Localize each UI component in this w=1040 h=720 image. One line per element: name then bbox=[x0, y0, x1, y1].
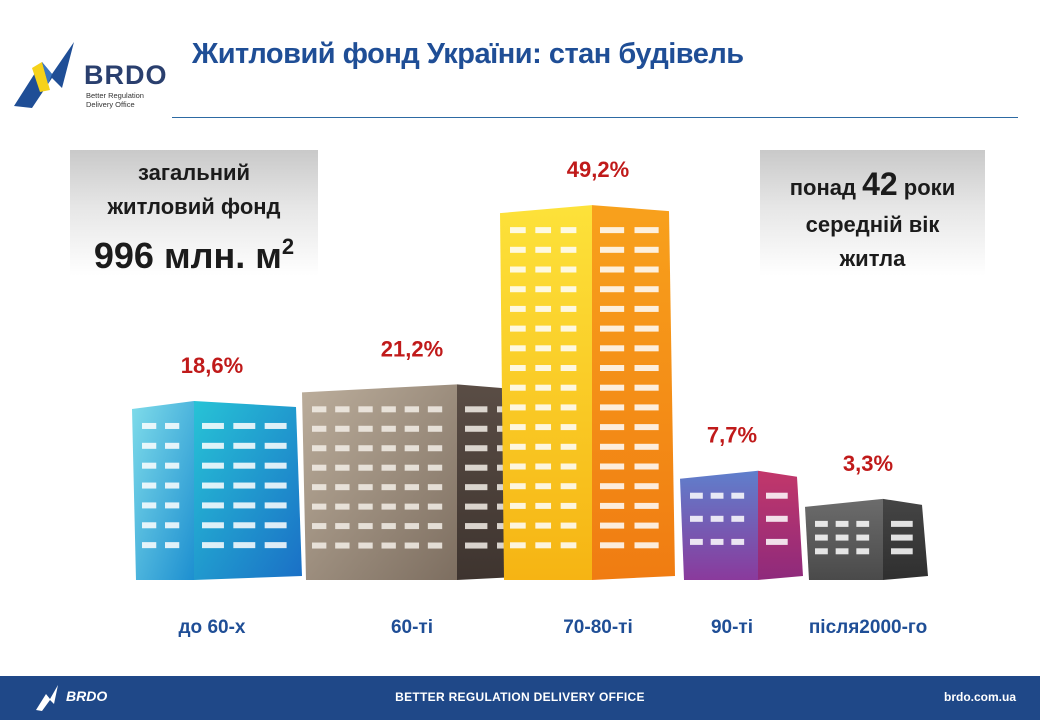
building-3-windows bbox=[510, 227, 659, 549]
building-1 bbox=[132, 400, 302, 580]
category-label-5: після2000-го bbox=[809, 617, 927, 638]
building-4-windows bbox=[690, 492, 788, 545]
average-age-line1: понад 42 роки bbox=[789, 166, 956, 202]
category-label-3: 70-80-ті bbox=[563, 617, 633, 638]
building-5-windows bbox=[815, 520, 913, 555]
value-label-3: 49,2% bbox=[567, 157, 629, 182]
footer-logo-text: BRDO bbox=[66, 688, 108, 704]
value-label-2: 21,2% bbox=[381, 336, 443, 361]
category-label-2: 60-ті bbox=[391, 617, 433, 638]
building-4 bbox=[680, 470, 803, 580]
value-label-4: 7,7% bbox=[707, 423, 757, 448]
building-4-side bbox=[758, 470, 803, 580]
category-label-1: до 60-х bbox=[179, 617, 246, 638]
building-2-front bbox=[302, 384, 457, 580]
average-age-line2: середній вік bbox=[805, 212, 940, 237]
title-divider bbox=[172, 117, 1018, 118]
building-3 bbox=[500, 205, 675, 580]
total-fund-line1: загальний bbox=[137, 160, 251, 185]
average-age-line3: житла bbox=[839, 246, 906, 271]
total-fund-superscript: 2 bbox=[281, 234, 295, 259]
building-2 bbox=[302, 384, 535, 580]
average-age-box: понад 42 роки середній вік житла bbox=[760, 150, 985, 276]
brdo-logo bbox=[14, 42, 74, 108]
category-label-4: 90-ті bbox=[711, 617, 753, 638]
building-1-front bbox=[132, 400, 194, 580]
value-label-5: 3,3% bbox=[843, 451, 893, 476]
building-4-front bbox=[680, 470, 758, 580]
value-labels: 18,6% 21,2% 49,2% 7,7% 3,3% bbox=[181, 157, 893, 476]
page-title: Житловий фонд України: стан будівель bbox=[192, 38, 744, 70]
footer-url[interactable]: brdo.com.ua bbox=[943, 690, 1016, 704]
logo-text: BRDO bbox=[84, 60, 168, 90]
building-5 bbox=[805, 498, 928, 580]
value-label-1: 18,6% bbox=[181, 353, 243, 378]
footer-bar: BRDO BETTER REGULATION DELIVERY OFFICE b… bbox=[0, 676, 1040, 720]
total-fund-box: загальний житловий фонд 996 млн. м2 bbox=[70, 150, 318, 276]
buildings-layer bbox=[132, 205, 928, 580]
average-age-number: 42 bbox=[862, 166, 898, 202]
total-fund-line2: житловий фонд bbox=[107, 194, 281, 219]
logo-subtitle: Better Regulation Delivery Office bbox=[86, 91, 144, 109]
category-labels: до 60-х 60-ті 70-80-ті 90-ті після2000-го bbox=[179, 617, 928, 638]
building-1-windows bbox=[142, 422, 287, 549]
footer-org-name: BETTER REGULATION DELIVERY OFFICE bbox=[395, 690, 645, 704]
footer-logo-icon bbox=[36, 685, 58, 711]
total-fund-value: 996 млн. м2 bbox=[93, 234, 295, 276]
